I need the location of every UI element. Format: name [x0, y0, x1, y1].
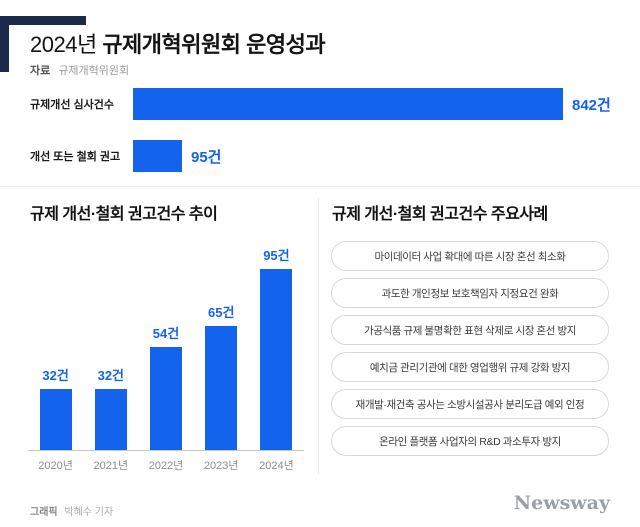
cases-list: 마이데이터 사업 확대에 따른 시장 혼선 최소화 과도한 개인정보 보호책임자…	[331, 241, 609, 463]
bar-value-label: 842건	[572, 96, 611, 114]
x-axis-label: 2021년	[93, 460, 129, 472]
trend-bar-chart: 32건 32건 54건 65건 95건	[28, 240, 304, 451]
trend-value-label: 95건	[263, 248, 290, 263]
case-pill: 과도한 개인정보 보호책임자 지정요건 완화	[331, 278, 609, 308]
trend-bar	[94, 389, 127, 450]
corner-accent-horizontal	[0, 16, 86, 25]
trend-value-label: 54건	[152, 326, 180, 341]
trend-bar	[260, 269, 293, 450]
trend-value-label: 65건	[208, 305, 235, 320]
page-title-main: 규제개혁위원회 운영성과	[102, 32, 326, 57]
source-value: 규제개혁위원회	[58, 65, 130, 77]
trend-value-label: 32건	[97, 368, 125, 383]
x-axis-label: 2023년	[203, 460, 239, 472]
trend-bar	[150, 347, 182, 450]
credit-value: 박혜수 기자	[64, 507, 114, 518]
case-pill: 마이데이터 사업 확대에 따른 시장 혼선 최소화	[331, 241, 609, 271]
trend-bar-cell: 32건	[28, 240, 83, 450]
case-pill: 예치금 관리기관에 대한 영업행위 규제 강화 방지	[331, 352, 609, 382]
corner-accent-vertical	[0, 16, 9, 72]
bar-value-label: 95건	[191, 148, 222, 166]
x-axis-label: 2022년	[148, 460, 184, 472]
vertical-divider	[318, 198, 319, 474]
trend-bar-cell: 54건	[138, 240, 193, 450]
x-axis-label: 2020년	[38, 460, 73, 472]
top-chart-row: 개선 또는 철회 권고 95건	[30, 140, 222, 172]
bar-category-label: 개선 또는 철회 권고	[30, 151, 121, 163]
bar-category-label: 규제개선 심사건수	[30, 99, 115, 111]
credit-label: 그래픽	[30, 507, 58, 518]
trend-bar-cell: 65건	[194, 240, 249, 450]
top-bar	[133, 140, 182, 172]
trend-x-axis-labels: 2020년 2021년 2022년 2023년 2024년	[28, 457, 304, 473]
newsway-logo: Newsway	[513, 492, 610, 514]
top-bar	[133, 88, 563, 120]
cases-section-title: 규제 개선·철회 권고건수 주요사례	[332, 206, 548, 223]
top-chart-row: 규제개선 심사건수 842건	[30, 88, 611, 120]
horizontal-divider	[0, 186, 640, 187]
page-title-year: 2024년	[30, 32, 97, 57]
trend-bar	[205, 326, 238, 450]
case-pill: 가공식품 규제 불명확한 표현 삭제로 시장 혼선 방지	[331, 315, 609, 345]
source-line: 자료 규제개혁위원회	[30, 62, 129, 78]
case-pill: 온라인 플랫폼 사업자의 R&D 과소투자 방지	[331, 426, 609, 456]
page-title: 2024년 규제개혁위원회 운영성과	[30, 27, 326, 59]
trend-value-label: 32건	[42, 368, 69, 383]
trend-bar-cell: 95건	[249, 240, 304, 450]
case-pill: 재개발·재건축 공사는 소방시설공사 분리도급 예외 인정	[331, 389, 609, 419]
x-axis-label: 2024년	[259, 460, 294, 472]
trend-bar-cell: 32건	[83, 240, 138, 450]
trend-bar	[39, 389, 72, 450]
graphic-credit: 그래픽 박혜수 기자	[30, 503, 113, 518]
source-label: 자료	[30, 65, 51, 77]
trend-chart-title: 규제 개선·철회 권고건수 추이	[30, 206, 218, 223]
